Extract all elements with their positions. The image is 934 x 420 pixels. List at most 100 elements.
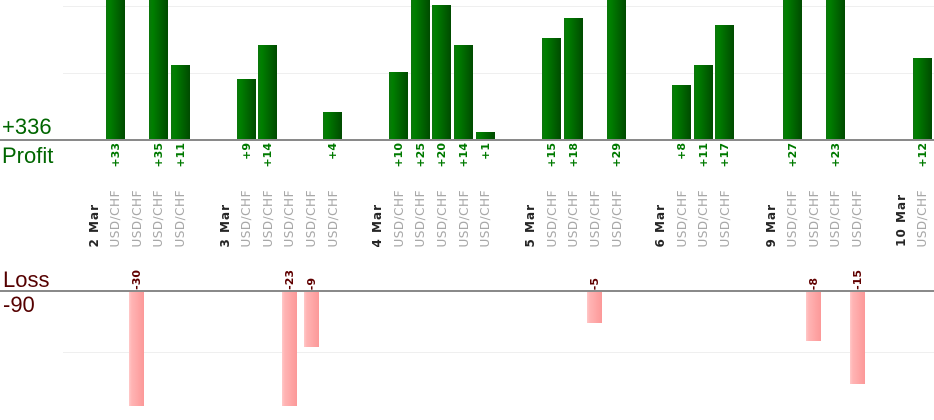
profit-bar[interactable] [825,0,845,139]
date-label-text: 10 Mar [893,194,908,247]
profit-bar[interactable] [258,44,278,139]
loss-axis-line [0,290,934,292]
loss-gridline-10 [63,352,934,353]
loss-value-label: -8 [804,278,824,290]
symbol-label: USD/CHF [127,190,147,248]
profit-value-label-text: +29 [610,143,624,168]
profit-value-label-text: +27 [785,143,799,168]
symbol-label-text: USD/CHF [434,189,449,248]
symbol-label: USD/CHF [672,190,692,248]
profit-value-label-text: +11 [696,143,710,168]
profit-value-label-text: +9 [239,143,253,160]
profit-value-label-text: +25 [413,143,427,168]
profit-value-label: +4 [323,143,343,160]
profit-value-label-text: +18 [566,143,580,168]
profit-bar[interactable] [410,0,430,139]
profit-bar[interactable] [389,71,408,139]
profit-value-label-text: +1 [478,143,492,160]
profit-axis-label: Profit [2,143,54,168]
symbol-label: USD/CHF [782,190,802,248]
loss-value-label: -23 [279,270,299,290]
symbol-label: USD/CHF [170,190,190,248]
loss-axis-label: Loss [3,267,50,292]
loss-total: -90 [3,292,35,317]
loss-bar[interactable] [849,292,865,384]
symbol-label: USD/CHF [301,190,321,248]
profit-bar[interactable] [475,132,495,139]
symbol-label-text: USD/CHF [413,189,428,248]
profit-gridline-10 [63,73,934,74]
profit-bar[interactable] [563,18,583,139]
loss-bar[interactable] [129,292,145,406]
loss-value-label-text: -15 [850,270,864,290]
profit-value-label-text: +23 [828,143,842,168]
profit-bar[interactable] [170,65,190,139]
loss-bar[interactable] [303,292,319,347]
profit-value-label-text: +15 [545,143,558,168]
symbol-label-text: USD/CHF [674,189,689,248]
profit-bar[interactable] [236,78,256,139]
symbol-label: USD/CHF [825,190,845,248]
symbol-label: USD/CHF [563,190,583,248]
profit-bar[interactable] [323,112,343,139]
symbol-label-text: USD/CHF [325,189,340,248]
profit-value-label-text: +12 [915,143,929,168]
profit-value-label-text: +33 [108,143,122,168]
date-label-text: 3 Mar [217,203,232,247]
symbol-label-text: USD/CHF [282,189,297,248]
date-label-text: 4 Mar [370,203,384,247]
loss-value-label: -5 [585,278,605,290]
symbol-label-text: USD/CHF [391,189,406,248]
symbol-label: USD/CHF [279,190,299,248]
symbol-label: USD/CHF [258,190,278,248]
profit-gridline-20 [63,6,934,7]
symbol-label-text: USD/CHF [915,189,929,248]
loss-value-label-text: -23 [282,270,296,290]
date-label: 6 Mar [650,204,670,247]
symbol-label: USD/CHF [475,190,495,248]
symbol-label-text: USD/CHF [304,189,319,248]
symbol-label-text: USD/CHF [609,189,624,248]
loss-bar[interactable] [281,292,297,406]
date-label: 4 Mar [367,204,387,247]
symbol-label-text: USD/CHF [696,189,711,248]
profit-bar[interactable] [148,0,168,139]
date-label-text: 6 Mar [653,203,667,247]
profit-bar[interactable] [912,58,932,139]
profit-value-label-text: +20 [435,143,449,168]
profit-bar[interactable] [672,85,691,139]
loss-bar[interactable] [806,292,822,341]
profit-value-label: +15 [542,143,562,168]
profit-value-label: +17 [715,143,735,168]
profit-value-label: +27 [782,143,802,168]
profit-value-label: +20 [432,143,452,168]
profit-value-label: +18 [563,143,583,168]
symbol-label-text: USD/CHF [173,189,188,248]
symbol-label: USD/CHF [323,190,343,248]
profit-bar[interactable] [607,0,627,139]
profit-value-label-text: +11 [173,143,187,168]
profit-bar[interactable] [454,44,474,139]
symbol-label: USD/CHF [236,190,256,248]
symbol-label-text: USD/CHF [850,189,865,248]
profit-value-label: +1 [475,143,495,160]
loss-value-label-text: -30 [130,270,144,290]
symbol-label-text: USD/CHF [785,189,799,248]
profit-bar[interactable] [715,24,735,139]
profit-bar[interactable] [782,0,802,139]
loss-value-label-text: -5 [588,277,602,290]
loss-bar[interactable] [587,292,603,323]
loss-value-label: -9 [301,278,321,290]
profit-bar[interactable] [432,4,452,139]
profit-value-label: +11 [693,143,713,168]
symbol-label-text: USD/CHF [129,189,144,248]
profit-bar[interactable] [693,65,713,139]
profit-bar[interactable] [542,38,561,139]
profit-value-label: +11 [170,143,190,168]
profit-bar[interactable] [105,0,125,139]
date-label: 5 Mar [520,204,540,247]
loss-value-label: -30 [127,270,147,290]
symbol-label: USD/CHF [454,190,474,248]
profit-value-label-text: +8 [675,143,688,160]
symbol-label-text: USD/CHF [478,189,493,248]
